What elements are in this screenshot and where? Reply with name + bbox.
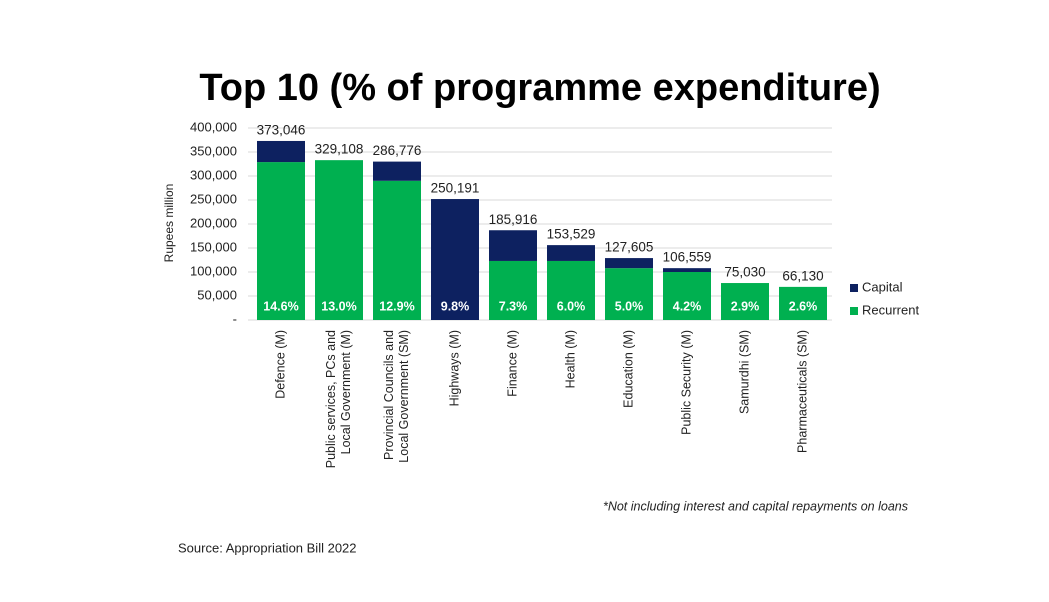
x-tick-label: Highways (M) <box>447 330 461 406</box>
total-label: 250,191 <box>431 181 480 196</box>
bar-segment <box>257 162 305 320</box>
x-tick-label: Samurdhi (SM) <box>737 330 751 414</box>
x-tick-label: Finance (M) <box>505 330 519 397</box>
legend-swatch <box>850 284 858 292</box>
bar-segment <box>489 230 537 261</box>
bar-segment <box>547 245 595 261</box>
footnote: *Not including interest and capital repa… <box>603 499 908 513</box>
y-axis-label: Rupees million <box>162 184 176 263</box>
share-label: 14.6% <box>263 299 298 313</box>
chart-title: Top 10 (% of programme expenditure) <box>199 67 880 109</box>
y-tick-label: 300,000 <box>190 167 237 182</box>
x-tick-label: Health (M) <box>563 330 577 388</box>
bar-segment <box>605 268 653 320</box>
bar-segment <box>489 260 537 320</box>
total-label: 106,559 <box>663 250 712 265</box>
bar-segment <box>605 258 653 269</box>
legend-label: Capital <box>862 279 903 294</box>
bar-segment <box>663 272 711 320</box>
total-label: 329,108 <box>315 142 364 157</box>
x-tick-label: Public services, PCs and <box>324 330 338 468</box>
total-label: 75,030 <box>724 265 765 280</box>
x-tick-label: Local Government (M) <box>339 330 353 454</box>
bar-segment <box>663 268 711 272</box>
total-label: 127,605 <box>605 240 654 255</box>
source: Source: Appropriation Bill 2022 <box>178 540 357 555</box>
share-label: 12.9% <box>379 299 414 313</box>
y-tick-label: 150,000 <box>190 239 237 254</box>
share-label: 7.3% <box>499 299 528 313</box>
bar-segment <box>721 283 769 320</box>
y-tick-label: 200,000 <box>190 215 237 230</box>
total-label: 66,130 <box>782 268 823 283</box>
bar-segment <box>373 161 421 181</box>
total-label: 286,776 <box>373 143 422 158</box>
x-tick-label: Education (M) <box>621 330 635 408</box>
total-label: 153,529 <box>547 227 596 242</box>
bar-segment <box>431 199 479 320</box>
bar-segment <box>373 180 421 320</box>
y-tick-label: 50,000 <box>197 287 237 302</box>
x-tick-label: Defence (M) <box>273 330 287 399</box>
bar-segment <box>779 286 827 320</box>
share-label: 9.8% <box>441 299 470 313</box>
y-tick-label: 350,000 <box>190 143 237 158</box>
share-label: 2.9% <box>731 299 760 313</box>
legend-label: Recurrent <box>862 302 919 317</box>
x-tick-label: Local Government (SM) <box>397 330 411 463</box>
share-label: 5.0% <box>615 299 644 313</box>
y-tick-label: 400,000 <box>190 119 237 134</box>
y-tick-label: - <box>233 311 237 326</box>
x-tick-label: Provincial Councils and <box>382 330 396 460</box>
bar-segment <box>315 160 363 320</box>
legend-swatch <box>850 307 858 315</box>
y-tick-label: 250,000 <box>190 191 237 206</box>
share-label: 4.2% <box>673 299 702 313</box>
bar-segment <box>257 140 305 163</box>
total-label: 373,046 <box>257 123 306 138</box>
share-label: 6.0% <box>557 299 586 313</box>
total-label: 185,916 <box>489 212 538 227</box>
share-label: 2.6% <box>789 299 818 313</box>
bar-segment <box>547 260 595 320</box>
x-tick-label: Pharmaceuticals (SM) <box>795 330 809 453</box>
share-label: 13.0% <box>321 299 356 313</box>
x-tick-label: Public Security (M) <box>679 330 693 435</box>
y-tick-label: 100,000 <box>190 263 237 278</box>
